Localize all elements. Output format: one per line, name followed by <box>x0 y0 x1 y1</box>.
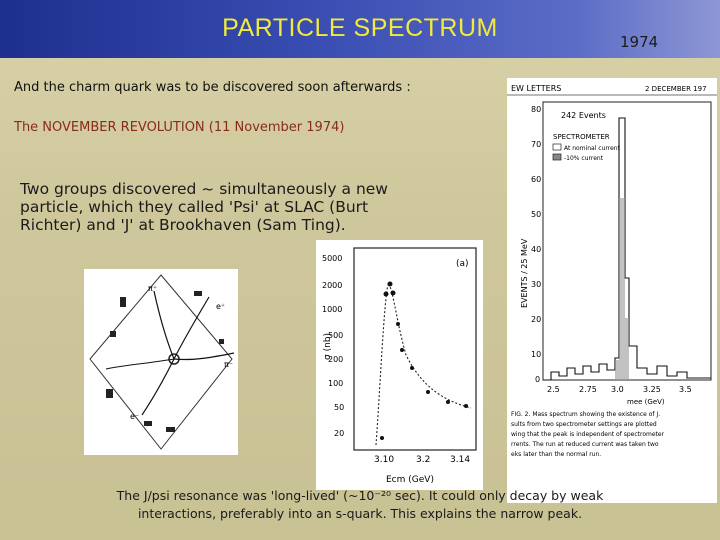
histogram-svg: EW LETTERS 2 DECEMBER 197 80 70 60 50 40… <box>507 84 717 458</box>
cross-section-plot: (a) σ (nb) 5000 2000 1000 500 200 100 50… <box>316 240 483 490</box>
fig-caption-line: rrents. The run at reduced current was t… <box>511 441 659 448</box>
hist-header-right: 2 DECEMBER 197 <box>645 85 707 93</box>
cross-ytick: 50 <box>334 403 344 412</box>
hist-ytick: 10 <box>531 350 541 359</box>
cross-xtick: 3.10 <box>374 455 394 465</box>
cross-ylabel: σ (nb) <box>323 333 333 360</box>
slide-year: 1974 <box>620 33 659 51</box>
cross-xtick: 3.2 <box>416 455 430 465</box>
fig-caption-line: wing that the peak is independent of spe… <box>511 431 665 438</box>
hist-xtick: 3.0 <box>611 385 624 394</box>
fig-caption-line: eks later than the normal run. <box>511 451 601 458</box>
hist-xtick: 3.5 <box>679 385 692 394</box>
cross-ytick: 20 <box>334 429 344 438</box>
cross-ytick: 100 <box>328 379 343 388</box>
cross-ytick: 1000 <box>322 305 342 314</box>
slide-title: PARTICLE SPECTRUM <box>222 14 498 42</box>
hist-ytick: 20 <box>531 315 541 324</box>
hist-xlabel: mee (GeV) <box>627 398 665 406</box>
cross-ytick: 500 <box>328 331 343 340</box>
hist-xtick: 3.25 <box>643 385 661 394</box>
svg-text:e⁻: e⁻ <box>130 412 139 421</box>
title-band <box>0 0 720 58</box>
caption-line-2: interactions, preferably into an s-quark… <box>137 506 583 521</box>
mass-spectrum-figure: EW LETTERS 2 DECEMBER 197 80 70 60 50 40… <box>507 78 717 503</box>
hist-ytick: 0 <box>535 375 540 384</box>
hist-header-left: EW LETTERS <box>511 84 561 93</box>
caption-line-1: The J/psi resonance was 'long-lived' (~1… <box>116 488 604 503</box>
hist-ytick: 80 <box>531 105 541 114</box>
cross-section-svg: (a) σ (nb) 5000 2000 1000 500 200 100 50… <box>322 247 477 485</box>
cross-ytick: 200 <box>328 355 343 364</box>
legend-b: -10% current <box>564 155 604 162</box>
hist-ytick: 30 <box>531 280 541 289</box>
legend-a: At nominal current <box>564 145 621 152</box>
svg-text:π⁻: π⁻ <box>224 360 233 369</box>
events-label: 242 Events <box>561 111 606 120</box>
cross-xlabel: Ecm (GeV) <box>386 475 434 485</box>
svg-text:π⁺: π⁺ <box>148 284 157 293</box>
particle-track-image: π⁺ e⁺ π⁻ e⁻ <box>84 269 238 455</box>
hist-ytick: 60 <box>531 175 541 184</box>
svg-text:e⁺: e⁺ <box>216 302 225 311</box>
fig-caption-line: sults from two spectrometer settings are… <box>511 421 657 428</box>
panel-label: (a) <box>456 259 469 269</box>
intro-line: And the charm quark was to be discovered… <box>14 80 411 95</box>
cross-ytick: 2000 <box>322 281 342 290</box>
hist-ylabel: EVENTS / 25 MeV <box>520 238 529 308</box>
hist-ytick: 50 <box>531 210 541 219</box>
hist-xtick: 2.75 <box>579 385 597 394</box>
spectrometer-label: SPECTROMETER <box>553 133 610 141</box>
revolution-line: The NOVEMBER REVOLUTION (11 November 197… <box>14 120 345 135</box>
hist-ytick: 70 <box>531 140 541 149</box>
hist-xtick: 2.5 <box>547 385 560 394</box>
fig-caption-line: FIG. 2. Mass spectrum showing the existe… <box>511 411 660 418</box>
jpsi-caption: The J/psi resonance was 'long-lived' (~1… <box>50 487 670 523</box>
track-drawing: π⁺ e⁺ π⁻ e⁻ <box>89 274 235 450</box>
cross-xtick: 3.14 <box>450 455 470 465</box>
cross-ytick: 5000 <box>322 254 342 263</box>
hist-ytick: 40 <box>531 245 541 254</box>
discovery-paragraph: Two groups discovered ~ simultaneously a… <box>20 180 388 234</box>
